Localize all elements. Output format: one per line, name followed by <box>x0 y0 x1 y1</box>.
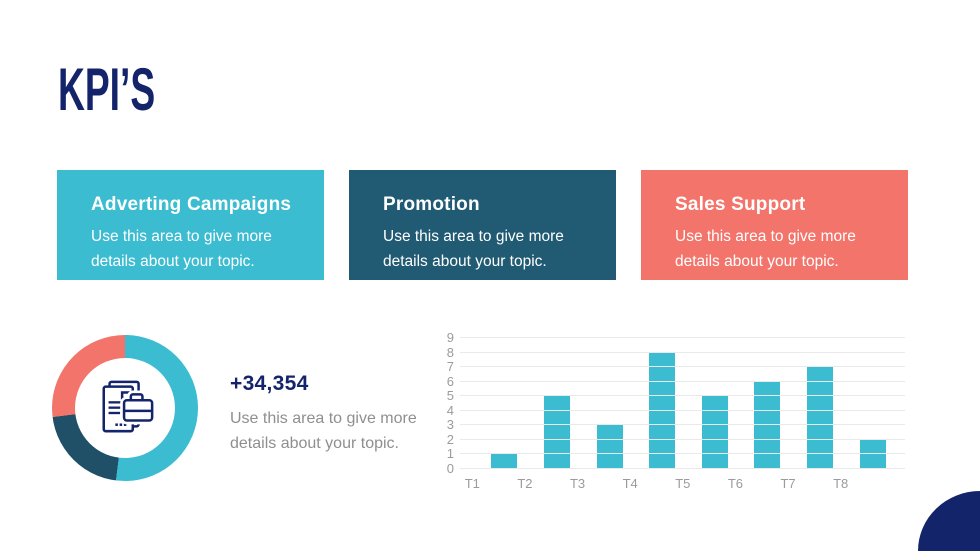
gridline <box>460 453 905 455</box>
x-axis-label: T3 <box>569 476 586 491</box>
y-axis-label: 1 <box>446 446 454 462</box>
y-axis-label: 7 <box>446 359 454 375</box>
page-title: KPI’S <box>58 56 156 123</box>
card-adverting-campaigns: Adverting Campaigns Use this area to giv… <box>57 170 324 280</box>
x-axis-label: T7 <box>780 476 796 491</box>
gridline <box>460 468 905 469</box>
card-promotion: Promotion Use this area to give more det… <box>349 170 616 280</box>
gridline <box>460 366 905 368</box>
gridline <box>460 337 905 338</box>
bar <box>543 396 570 469</box>
card-description: Use this area to give more details about… <box>383 228 564 270</box>
y-axis-label: 3 <box>446 417 454 433</box>
card-title: Adverting Campaigns <box>91 194 292 215</box>
bar-slot <box>478 338 531 469</box>
corner-circle-decoration <box>918 491 980 551</box>
card-description: Use this area to give more details about… <box>675 228 856 270</box>
bar-slot <box>583 338 636 469</box>
cards-row: Adverting Campaigns Use this area to giv… <box>57 170 908 280</box>
y-axis-label: 9 <box>446 330 454 345</box>
gridline <box>460 380 905 382</box>
card-title: Sales Support <box>675 194 806 215</box>
gridline <box>460 395 905 397</box>
gridline <box>460 351 905 353</box>
bar <box>596 425 623 469</box>
bar <box>491 454 518 469</box>
x-axis-label: T1 <box>464 476 480 491</box>
bar-slot <box>741 338 794 469</box>
donut-chart <box>52 335 198 481</box>
x-axis-label: T5 <box>675 476 691 491</box>
y-axis-label: 5 <box>446 388 454 404</box>
bar <box>807 367 834 469</box>
y-axis-label: 0 <box>446 461 454 476</box>
x-axis-label: T2 <box>517 476 533 491</box>
x-axis-label: T6 <box>727 476 744 491</box>
stat-description: Use this area to give more details about… <box>230 410 417 452</box>
x-axis-label: T8 <box>833 476 849 491</box>
bar-slot <box>846 338 899 469</box>
card-description: Use this area to give more details about… <box>91 228 272 270</box>
document-briefcase-icon <box>102 380 156 433</box>
bar <box>649 352 676 469</box>
bar <box>701 396 728 469</box>
y-axis-label: 4 <box>446 402 454 418</box>
stat-block: +34,354 Use this area to give more detai… <box>230 372 440 457</box>
gridline <box>460 409 905 411</box>
y-axis-label: 6 <box>446 373 454 389</box>
card-title: Promotion <box>383 194 480 215</box>
card-sales-support: Sales Support Use this area to give more… <box>641 170 908 280</box>
bar-chart-x-axis: T1 T2 T3 T4 T5 T6 T7 T8 <box>428 476 873 491</box>
bar-slot <box>689 338 742 469</box>
stat-value: +34,354 <box>230 372 309 395</box>
bar-slot <box>636 338 689 469</box>
gridline <box>460 438 905 440</box>
bar-slot <box>531 338 584 469</box>
y-axis-label: 2 <box>446 431 454 447</box>
bar-chart-bars <box>460 338 905 469</box>
bar-slot <box>794 338 847 469</box>
y-axis-label: 8 <box>446 344 454 360</box>
gridline <box>460 424 905 426</box>
x-axis-label: T4 <box>622 476 638 491</box>
